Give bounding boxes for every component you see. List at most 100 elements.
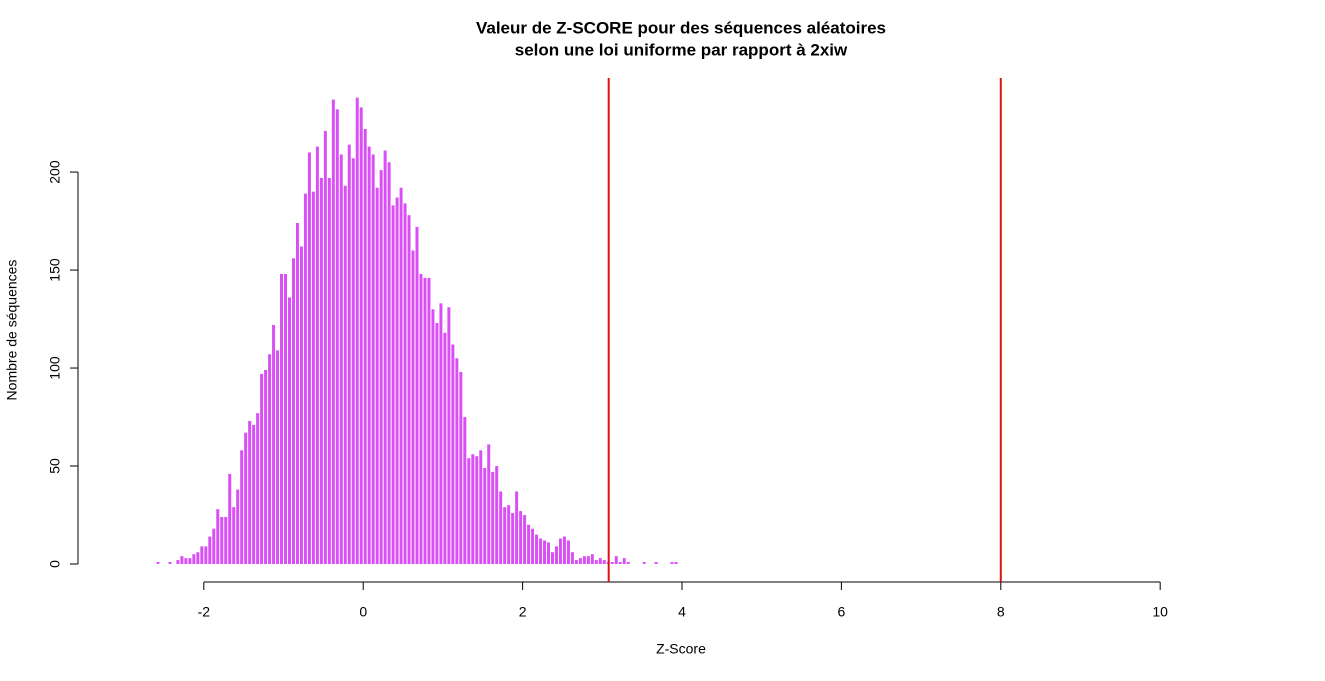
- bar: [327, 177, 331, 564]
- x-tick-label: 4: [678, 604, 686, 620]
- bar: [574, 560, 578, 564]
- bar: [319, 177, 323, 564]
- bar: [363, 128, 367, 565]
- bar: [339, 154, 343, 564]
- bar: [331, 99, 335, 564]
- bar: [511, 513, 515, 564]
- y-tick-label: 50: [47, 458, 63, 474]
- bar: [431, 309, 435, 564]
- bar: [407, 215, 411, 564]
- x-tick-label: 0: [359, 604, 367, 620]
- bar: [547, 542, 550, 564]
- bar: [479, 450, 483, 564]
- bar: [347, 144, 351, 564]
- bar: [367, 146, 371, 564]
- bar: [411, 250, 415, 565]
- bar: [240, 450, 244, 564]
- bar: [180, 556, 184, 564]
- bar: [543, 540, 547, 564]
- bar: [423, 277, 427, 564]
- bar: [554, 546, 558, 564]
- bar: [272, 324, 276, 564]
- bar: [212, 528, 216, 564]
- bar: [419, 273, 423, 564]
- y-tick-label: 100: [47, 356, 63, 380]
- bar: [236, 489, 240, 564]
- bar: [670, 562, 674, 564]
- bar: [539, 538, 543, 564]
- bar: [495, 466, 499, 564]
- bar: [371, 154, 375, 564]
- y-tick-label: 150: [47, 258, 63, 282]
- chart-subtitle: selon une loi uniforme par rapport à 2xi…: [515, 40, 848, 59]
- bar: [578, 558, 582, 564]
- bar: [614, 556, 618, 564]
- x-tick-label: -2: [198, 604, 211, 620]
- bar: [602, 560, 606, 564]
- bar: [264, 369, 268, 564]
- bar: [156, 562, 160, 564]
- bar: [491, 471, 495, 564]
- bar: [299, 246, 303, 564]
- bar: [586, 556, 590, 564]
- bar: [447, 307, 451, 564]
- bar: [395, 197, 399, 564]
- bar: [570, 552, 574, 564]
- bar: [335, 109, 339, 565]
- y-tick-label: 200: [47, 160, 63, 184]
- bar: [435, 322, 439, 564]
- bar: [626, 562, 630, 564]
- bar: [188, 558, 192, 564]
- bar: [248, 420, 252, 564]
- bar: [499, 491, 503, 564]
- x-tick-label: 6: [837, 604, 845, 620]
- bar: [244, 432, 248, 564]
- bar: [590, 554, 594, 564]
- bar: [216, 509, 220, 564]
- bar: [375, 187, 379, 564]
- bar: [311, 191, 315, 564]
- y-axis-label: Nombre de séquences: [4, 260, 20, 401]
- bar: [507, 505, 511, 564]
- x-tick-label: 2: [519, 604, 527, 620]
- bar: [391, 205, 395, 564]
- bar: [256, 413, 260, 564]
- x-tick-label: 8: [997, 604, 1005, 620]
- bar: [427, 277, 431, 564]
- bar: [355, 97, 359, 564]
- bar: [674, 562, 678, 564]
- bar: [295, 223, 299, 565]
- bar: [531, 528, 535, 564]
- bar: [351, 158, 355, 564]
- bar: [403, 203, 407, 564]
- bar: [200, 546, 204, 564]
- chart-title: Valeur de Z-SCORE pour des séquences alé…: [476, 18, 886, 37]
- bar: [463, 417, 467, 564]
- bar: [610, 562, 614, 564]
- bar: [284, 273, 287, 564]
- bar: [252, 424, 256, 564]
- bar: [415, 226, 419, 564]
- bar: [208, 536, 212, 564]
- bar: [291, 258, 295, 564]
- bar: [558, 538, 562, 564]
- bar: [535, 534, 539, 564]
- bar: [487, 444, 491, 564]
- y-tick-label: 0: [47, 560, 63, 568]
- bar: [192, 554, 196, 564]
- bar: [455, 358, 459, 564]
- bar: [439, 303, 443, 564]
- bar: [515, 491, 519, 564]
- bar: [323, 130, 327, 564]
- bar: [184, 558, 188, 564]
- bar: [451, 344, 455, 564]
- bar: [562, 536, 566, 564]
- bar: [224, 516, 228, 564]
- bar: [523, 515, 527, 564]
- bar: [566, 540, 570, 564]
- bar: [527, 524, 531, 564]
- bar: [459, 371, 463, 564]
- bar: [307, 152, 311, 564]
- bar: [228, 473, 232, 564]
